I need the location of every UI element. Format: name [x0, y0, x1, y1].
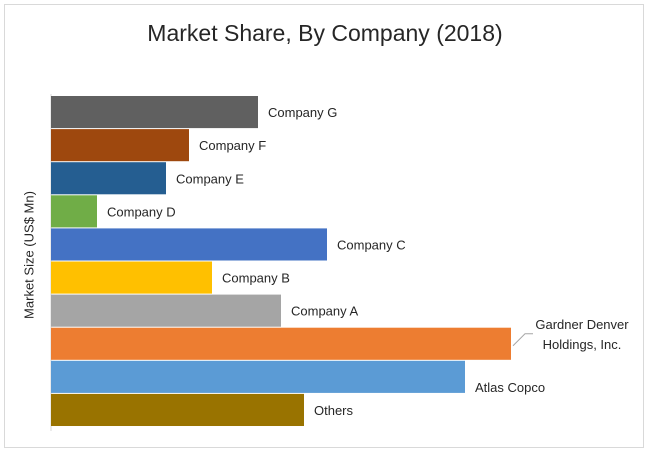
bar-company-f	[51, 129, 189, 162]
bar-label-company-g: Company G	[268, 105, 337, 120]
bar-label-company-d: Company D	[107, 204, 176, 219]
bar-company-c	[51, 228, 327, 261]
bar-label-company-a: Company A	[291, 304, 359, 319]
bar-labels-group: Company G Company F Company E Company D Comp…	[107, 105, 629, 418]
bar-label-company-c: Company C	[337, 237, 406, 252]
bar-gardner-denver-holdings-inc	[51, 327, 511, 360]
bar-label-company-e: Company E	[176, 171, 244, 186]
bar-label-gardner-denver-holdings-inc: Gardner Denver Holdings, Inc.	[535, 317, 629, 352]
gardner-denver-leader-line	[512, 333, 533, 347]
chart-title: Market Share, By Company (2018)	[147, 20, 503, 46]
bar-label-others: Others	[314, 403, 354, 418]
bar-company-d	[51, 195, 97, 228]
bar-label-company-b: Company B	[222, 271, 290, 286]
bar-label-atlas-copco: Atlas Copco	[475, 380, 545, 395]
bar-company-b	[51, 261, 212, 294]
bar-company-e	[51, 162, 166, 195]
bar-company-a	[51, 294, 281, 327]
bars-group	[51, 96, 511, 427]
bar-company-g	[51, 96, 258, 129]
bar-label-company-f: Company F	[199, 138, 266, 153]
bar-atlas-copco	[51, 360, 465, 393]
bar-others	[51, 393, 304, 427]
